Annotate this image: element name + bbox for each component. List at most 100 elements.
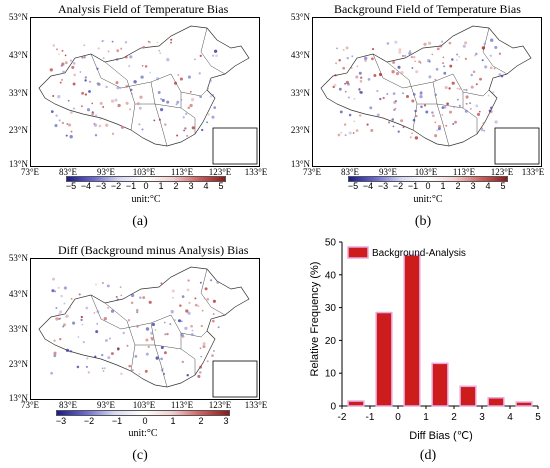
station-dot	[93, 123, 98, 127]
station-dot	[469, 107, 472, 110]
colorbar-tick: 3	[188, 181, 194, 191]
station-dot	[215, 54, 218, 57]
station-dot	[490, 38, 494, 42]
station-dot	[119, 286, 122, 288]
station-dot	[69, 135, 73, 139]
province-boundary	[90, 294, 172, 330]
station-dot	[186, 373, 189, 377]
station-dot	[159, 52, 162, 54]
station-dot	[419, 91, 423, 95]
colorbar-tick: 0	[425, 181, 431, 191]
station-dot	[448, 87, 451, 90]
station-dot	[177, 73, 180, 76]
lon-label: 103°E	[132, 400, 156, 410]
colorbar-tick: 2	[198, 416, 204, 426]
colorbar-unit: unit:°C	[128, 428, 158, 439]
station-dot	[472, 70, 476, 74]
station-dot	[454, 120, 457, 124]
colorbar-tick: 0	[143, 181, 149, 191]
station-dot	[415, 114, 418, 118]
station-dot	[67, 99, 70, 102]
station-dot	[69, 59, 73, 62]
station-dot	[95, 330, 99, 334]
lon-label: 133°E	[244, 167, 268, 177]
station-dot	[448, 41, 452, 45]
station-dot	[145, 352, 149, 356]
station-dot	[498, 52, 502, 55]
station-dot	[456, 87, 459, 90]
station-dot	[62, 70, 66, 74]
station-dot	[50, 110, 54, 113]
station-dot	[190, 324, 193, 328]
station-dot	[445, 124, 448, 127]
province-boundary	[372, 53, 454, 89]
station-dot	[56, 48, 58, 51]
station-dot	[458, 55, 461, 58]
station-dot	[111, 40, 114, 43]
station-dot	[139, 296, 142, 299]
station-dot	[415, 70, 419, 74]
colorbar-tick: −3	[55, 416, 67, 426]
station-dot	[60, 294, 63, 298]
station-dot	[425, 110, 429, 114]
colorbar-tick: −4	[80, 181, 92, 191]
station-dot	[202, 342, 206, 346]
station-dot	[125, 84, 129, 88]
station-dot	[388, 121, 391, 124]
lat-label: 43°N	[8, 50, 28, 60]
station-dot	[489, 109, 493, 114]
station-dot	[97, 47, 100, 50]
station-dot	[199, 347, 202, 350]
station-dot	[344, 90, 347, 93]
station-dot	[86, 108, 91, 112]
station-dot	[212, 349, 215, 352]
station-dot	[409, 136, 412, 139]
station-dot	[469, 102, 472, 105]
province-boundary	[452, 73, 490, 97]
station-dot	[180, 98, 183, 101]
histogram-bar	[459, 385, 477, 407]
station-dot	[442, 62, 444, 64]
province-boundary	[154, 344, 196, 375]
station-dot	[141, 64, 144, 67]
station-dot	[163, 351, 167, 355]
station-dot	[115, 295, 118, 298]
station-dot	[395, 71, 400, 76]
station-dot	[82, 340, 85, 344]
lon-label: 93°E	[96, 400, 116, 410]
station-dot	[204, 287, 208, 291]
station-dot	[70, 130, 73, 133]
station-dot	[107, 50, 110, 53]
station-dot	[369, 106, 373, 110]
station-dot	[69, 350, 73, 353]
station-dot	[443, 105, 447, 109]
station-dot	[206, 360, 209, 363]
station-dot	[72, 107, 75, 110]
station-dot	[119, 87, 121, 90]
province-boundary	[150, 81, 168, 147]
lon-label: 103°E	[414, 167, 438, 177]
station-dot	[397, 65, 401, 69]
colorbar	[348, 176, 508, 182]
station-dot	[414, 109, 417, 113]
south-china-sea-inset	[212, 127, 258, 165]
station-dot	[65, 314, 69, 318]
station-dot	[70, 111, 73, 114]
station-dot	[392, 125, 395, 128]
x-tick-label: 4	[507, 412, 513, 423]
station-dot	[150, 337, 155, 341]
station-dot	[482, 121, 485, 125]
station-dot	[144, 369, 148, 373]
y-tick-label: 40	[325, 270, 337, 281]
histogram-bar	[487, 397, 505, 407]
station-dot	[79, 71, 82, 73]
station-dot	[58, 317, 61, 320]
south-china-sea-inset	[212, 360, 258, 398]
station-dot	[211, 354, 214, 357]
station-dot	[217, 326, 220, 329]
station-dot	[170, 38, 173, 41]
station-dot	[358, 87, 361, 90]
station-dot	[169, 323, 172, 326]
station-dot	[91, 112, 95, 116]
station-dot	[203, 297, 206, 300]
